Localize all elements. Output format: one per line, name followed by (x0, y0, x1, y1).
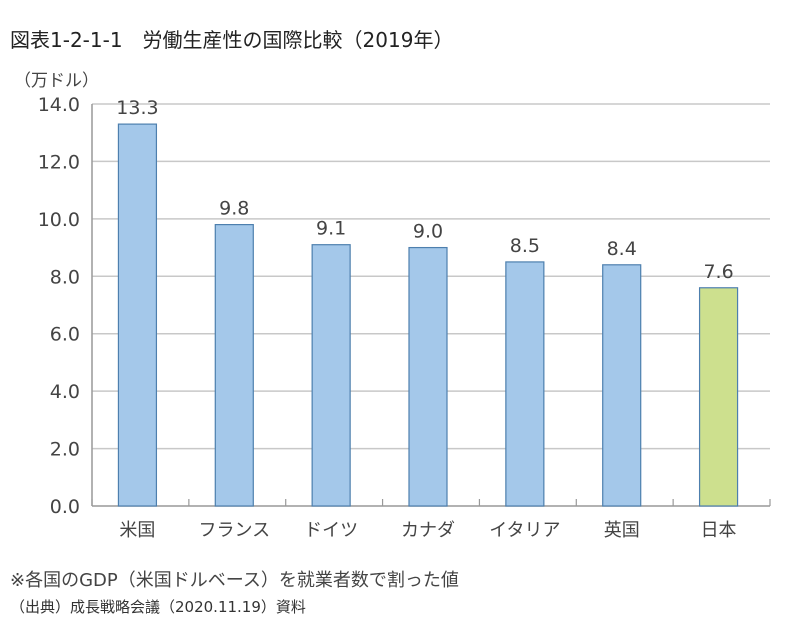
data-label: 9.8 (219, 198, 249, 220)
bar (408, 246, 448, 507)
data-label: 9.0 (413, 221, 443, 243)
y-tick-label: 4.0 (50, 381, 80, 403)
data-label: 8.4 (607, 238, 637, 260)
bar (311, 244, 351, 507)
x-tick-label: 米国 (119, 520, 155, 541)
bar (117, 123, 158, 507)
data-label: 13.3 (116, 97, 158, 119)
bar (698, 287, 739, 507)
y-axis-unit-label: （万ドル） (14, 71, 99, 91)
bar (505, 261, 545, 507)
x-tick-label: 英国 (604, 520, 640, 541)
x-tick-label: フランス (198, 520, 270, 541)
x-tick-label: 日本 (701, 520, 737, 541)
y-tick-label: 10.0 (38, 209, 80, 231)
chart-title: 図表1-2-1-1 労働生産性の国際比較（2019年） (10, 28, 454, 52)
x-tick-label: カナダ (401, 520, 455, 541)
source-note: （出典）成長戦略会議（2020.11.19）資料 (10, 598, 306, 616)
bar (214, 224, 254, 507)
y-tick-label: 0.0 (50, 496, 80, 518)
y-tick-label: 6.0 (50, 324, 80, 346)
data-label: 9.1 (316, 218, 346, 240)
data-label: 8.5 (510, 235, 540, 257)
x-tick-label: イタリア (489, 520, 560, 541)
y-tick-label: 14.0 (38, 94, 80, 116)
bar (602, 264, 642, 507)
data-label: 7.6 (703, 261, 733, 283)
y-tick-label: 8.0 (50, 266, 80, 288)
y-tick-label: 2.0 (50, 439, 80, 461)
y-tick-label: 12.0 (38, 151, 80, 173)
footnote: ※各国のGDP（米国ドルベース）を就業者数で割った値 (10, 570, 459, 591)
x-tick-label: ドイツ (304, 520, 358, 541)
